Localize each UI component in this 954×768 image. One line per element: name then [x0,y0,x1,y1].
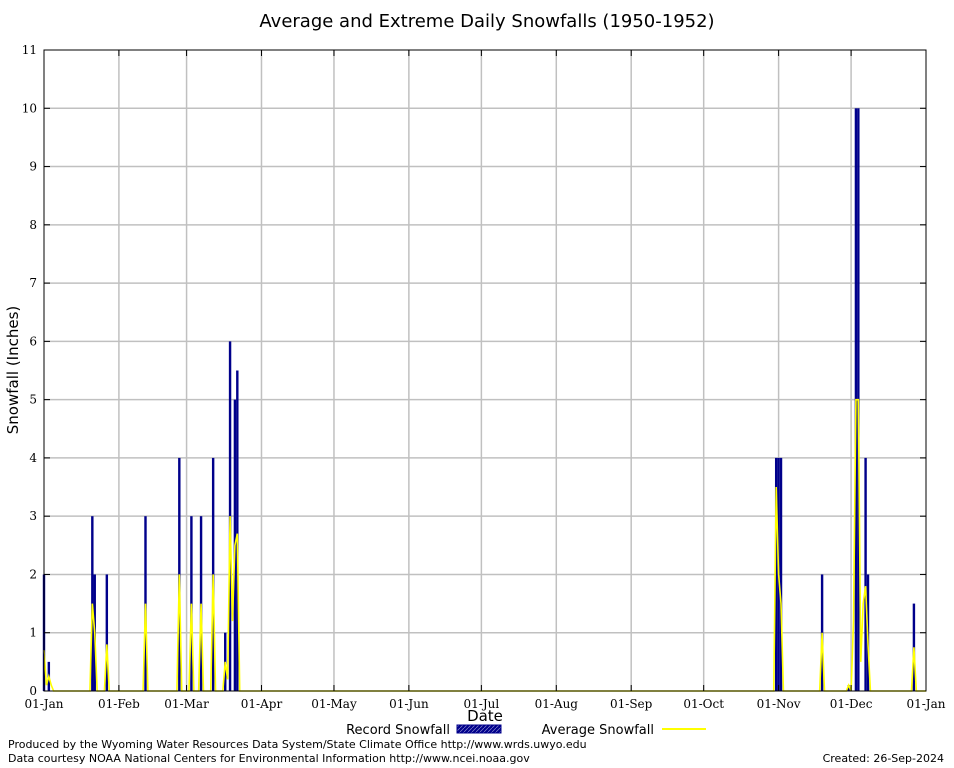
plot-frame [43,49,927,692]
x-tick-label: 01-Aug [535,697,579,711]
legend-swatch-record [456,724,502,734]
x-tick-label: 01-Nov [757,697,801,711]
y-tick-label: 2 [29,567,37,581]
y-axis-label: Snowfall (Inches) [4,306,22,434]
x-tick-label: 01-Oct [683,697,724,711]
x-axis-label: Date [467,707,503,725]
grid-lines [44,50,926,691]
x-tick-label: 01-Dec [830,697,873,711]
footer-created-date: Created: 26-Sep-2024 [823,752,944,765]
y-tick-label: 10 [22,101,37,115]
y-tick-label: 8 [29,218,37,232]
x-tick-label: 01-Jan [24,697,63,711]
x-tick-label: 01-Sep [610,697,653,711]
x-axis-ticks: 01-Jan 01-Feb 01-Mar 01-Apr 01-May 01-Jun 01-J… [24,50,946,711]
y-tick-label: 5 [29,393,37,407]
record-snowfall-bar [105,574,109,691]
x-tick-label: 01-Apr [241,697,283,711]
y-tick-label: 9 [29,160,37,174]
average-snowfall-line [43,398,926,692]
x-tick-label: 01-Jan [906,697,945,711]
x-tick-label: 01-Jun [389,697,429,711]
y-tick-label: 4 [29,451,37,465]
legend-label-record: Record Snowfall [346,723,450,738]
y-tick-label: 6 [29,334,37,348]
y-tick-label: 7 [29,276,37,290]
record-snowfall-bar [847,685,850,691]
record-snowfall-bar [236,370,239,691]
x-tick-label: 01-Mar [164,697,209,711]
y-axis-ticks: 0 1 2 3 4 5 6 7 8 9 10 11 [22,43,926,698]
y-tick-label: 3 [29,509,37,523]
legend-label-average: Average Snowfall [542,723,654,738]
x-tick-label: 01-Feb [98,697,140,711]
y-tick-label: 11 [22,43,37,57]
footer-data-courtesy: Data courtesy NOAA National Centers for … [8,752,530,765]
record-snowfall-bar [864,457,867,691]
y-tick-label: 1 [29,626,37,640]
record-snowfall-bar [774,457,778,691]
legend: Record Snowfall Average Snowfall [346,723,706,738]
footer-produced-by: Produced by the Wyoming Water Resources … [8,738,587,751]
chart-title: Average and Extreme Daily Snowfalls (195… [259,11,714,32]
x-tick-label: 01-May [311,697,357,711]
x-tick-label: 01-Jul [464,697,500,711]
y-tick-label: 0 [29,684,37,698]
record-snowfall-bar [779,457,783,691]
